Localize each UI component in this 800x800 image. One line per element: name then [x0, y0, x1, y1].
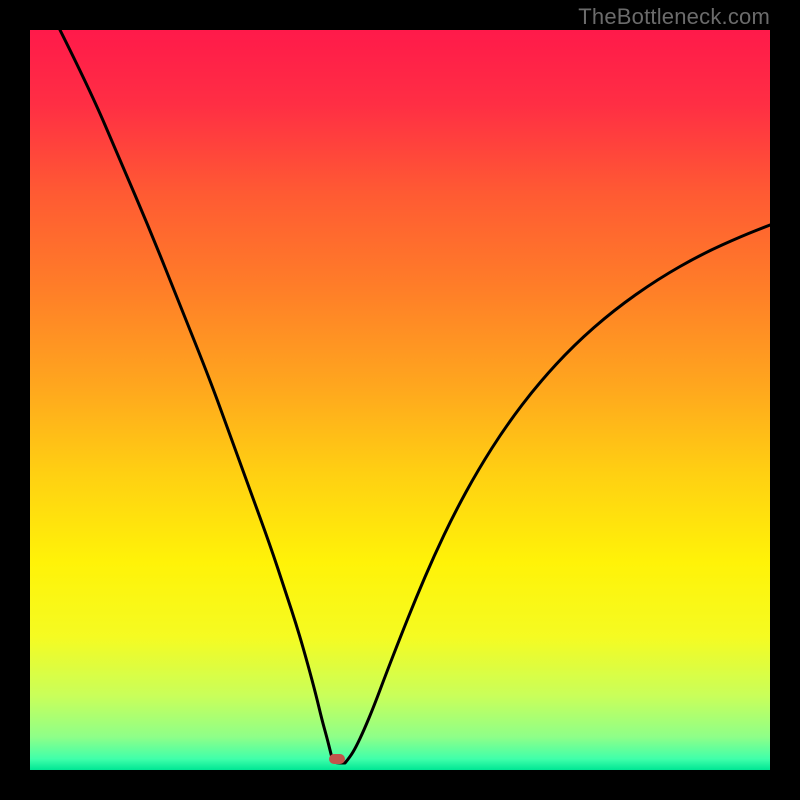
- bottleneck-curve: [30, 30, 770, 770]
- watermark-text: TheBottleneck.com: [578, 4, 770, 30]
- plot-area: [30, 30, 770, 770]
- curve-path: [60, 30, 770, 763]
- chart-frame: TheBottleneck.com: [0, 0, 800, 800]
- optimum-marker: [329, 754, 345, 764]
